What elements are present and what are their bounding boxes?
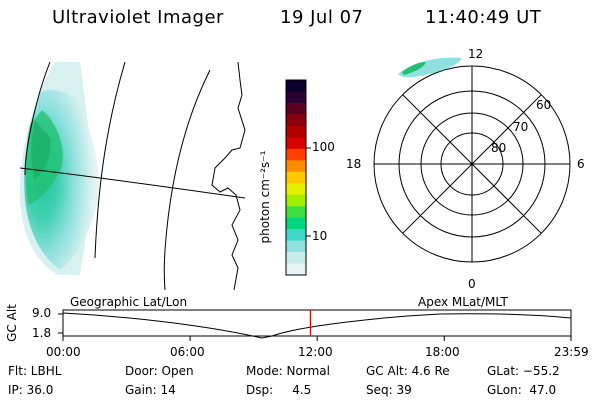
mlt-label-noon: 12 [468, 47, 484, 61]
colorbar-segment [286, 263, 306, 276]
polar-plot [373, 57, 571, 263]
colorbar-segment [286, 229, 306, 242]
filter-readout: Flt: LBHL [8, 364, 62, 378]
timeline-plot [58, 309, 572, 341]
colorbar-segment [286, 148, 306, 161]
mlt-label-dawn: 6 [577, 157, 585, 171]
colorbar-tick-label: 10 [312, 229, 328, 243]
colorbar-segment [286, 240, 306, 253]
colorbar-segment [286, 102, 306, 115]
timeline-xtick: 23:59 [554, 345, 589, 359]
instrument-title: Ultraviolet Imager [52, 7, 224, 28]
mode-readout: Mode: Normal [246, 364, 330, 378]
colorbar-tick-label: 100 [312, 140, 335, 154]
colorbar-segment [286, 252, 306, 265]
door-readout: Door: Open [125, 364, 194, 378]
timeline-ytick: 9.0 [32, 306, 52, 320]
timeline-axis-label: GC Alt [5, 304, 19, 342]
timeline-xtick: 18:00 [425, 345, 460, 359]
altitude-curve [62, 312, 572, 339]
colorbar [285, 79, 307, 276]
longitude-line [163, 69, 211, 290]
lat-label: 80 [491, 141, 507, 155]
aurora-oval-polar [398, 57, 462, 78]
colorbar-segment [286, 217, 306, 230]
geographic-panel [20, 61, 246, 290]
dsp-readout: Dsp: 4.5 [246, 383, 312, 397]
mlt-label-midnight: 0 [468, 277, 476, 291]
mlt-label-dusk: 18 [346, 157, 362, 171]
timeline-xtick: 12:00 [298, 345, 333, 359]
colorbar-unit-label: photon cm⁻²s⁻¹ [258, 150, 272, 244]
gain-readout: Gain: 14 [125, 383, 176, 397]
colorbar-segment [286, 171, 306, 184]
glon-readout: GLon: 47.0 [487, 383, 557, 397]
gc-alt-readout: GC Alt: 4.6 Re [366, 364, 450, 378]
latitude-line [20, 167, 246, 199]
timeline-xtick: 06:00 [170, 345, 205, 359]
date-label: 19 Jul 07 [280, 7, 364, 28]
longitude-line [94, 61, 126, 259]
timeline-xtick: 00:00 [46, 345, 81, 359]
colorbar-frame [285, 79, 307, 276]
longitude-line [24, 61, 51, 176]
coastline [211, 61, 246, 290]
timeline-right-caption: Apex MLat/MLT [418, 295, 508, 309]
seq-readout: Seq: 39 [366, 383, 412, 397]
colorbar-segment [286, 206, 306, 219]
colorbar-segment [286, 137, 306, 150]
colorbar-segment [286, 114, 306, 127]
timeline-left-caption: Geographic Lat/Lon [70, 295, 188, 309]
timeline-ytick: 1.8 [32, 326, 52, 340]
colorbar-ticks [306, 147, 311, 237]
lat-label: 60 [536, 98, 552, 112]
colorbar-segment [286, 194, 306, 207]
colorbar-segment [286, 125, 306, 138]
time-label: 11:40:49 UT [425, 7, 542, 28]
colorbar-segment [286, 183, 306, 196]
colorbar-segment [286, 160, 306, 173]
lat-label: 70 [513, 120, 529, 134]
colorbar-segment [286, 91, 306, 104]
glat-readout: GLat: −55.2 [487, 364, 560, 378]
colorbar-segment [286, 80, 306, 92]
ip-readout: IP: 36.0 [8, 383, 54, 397]
